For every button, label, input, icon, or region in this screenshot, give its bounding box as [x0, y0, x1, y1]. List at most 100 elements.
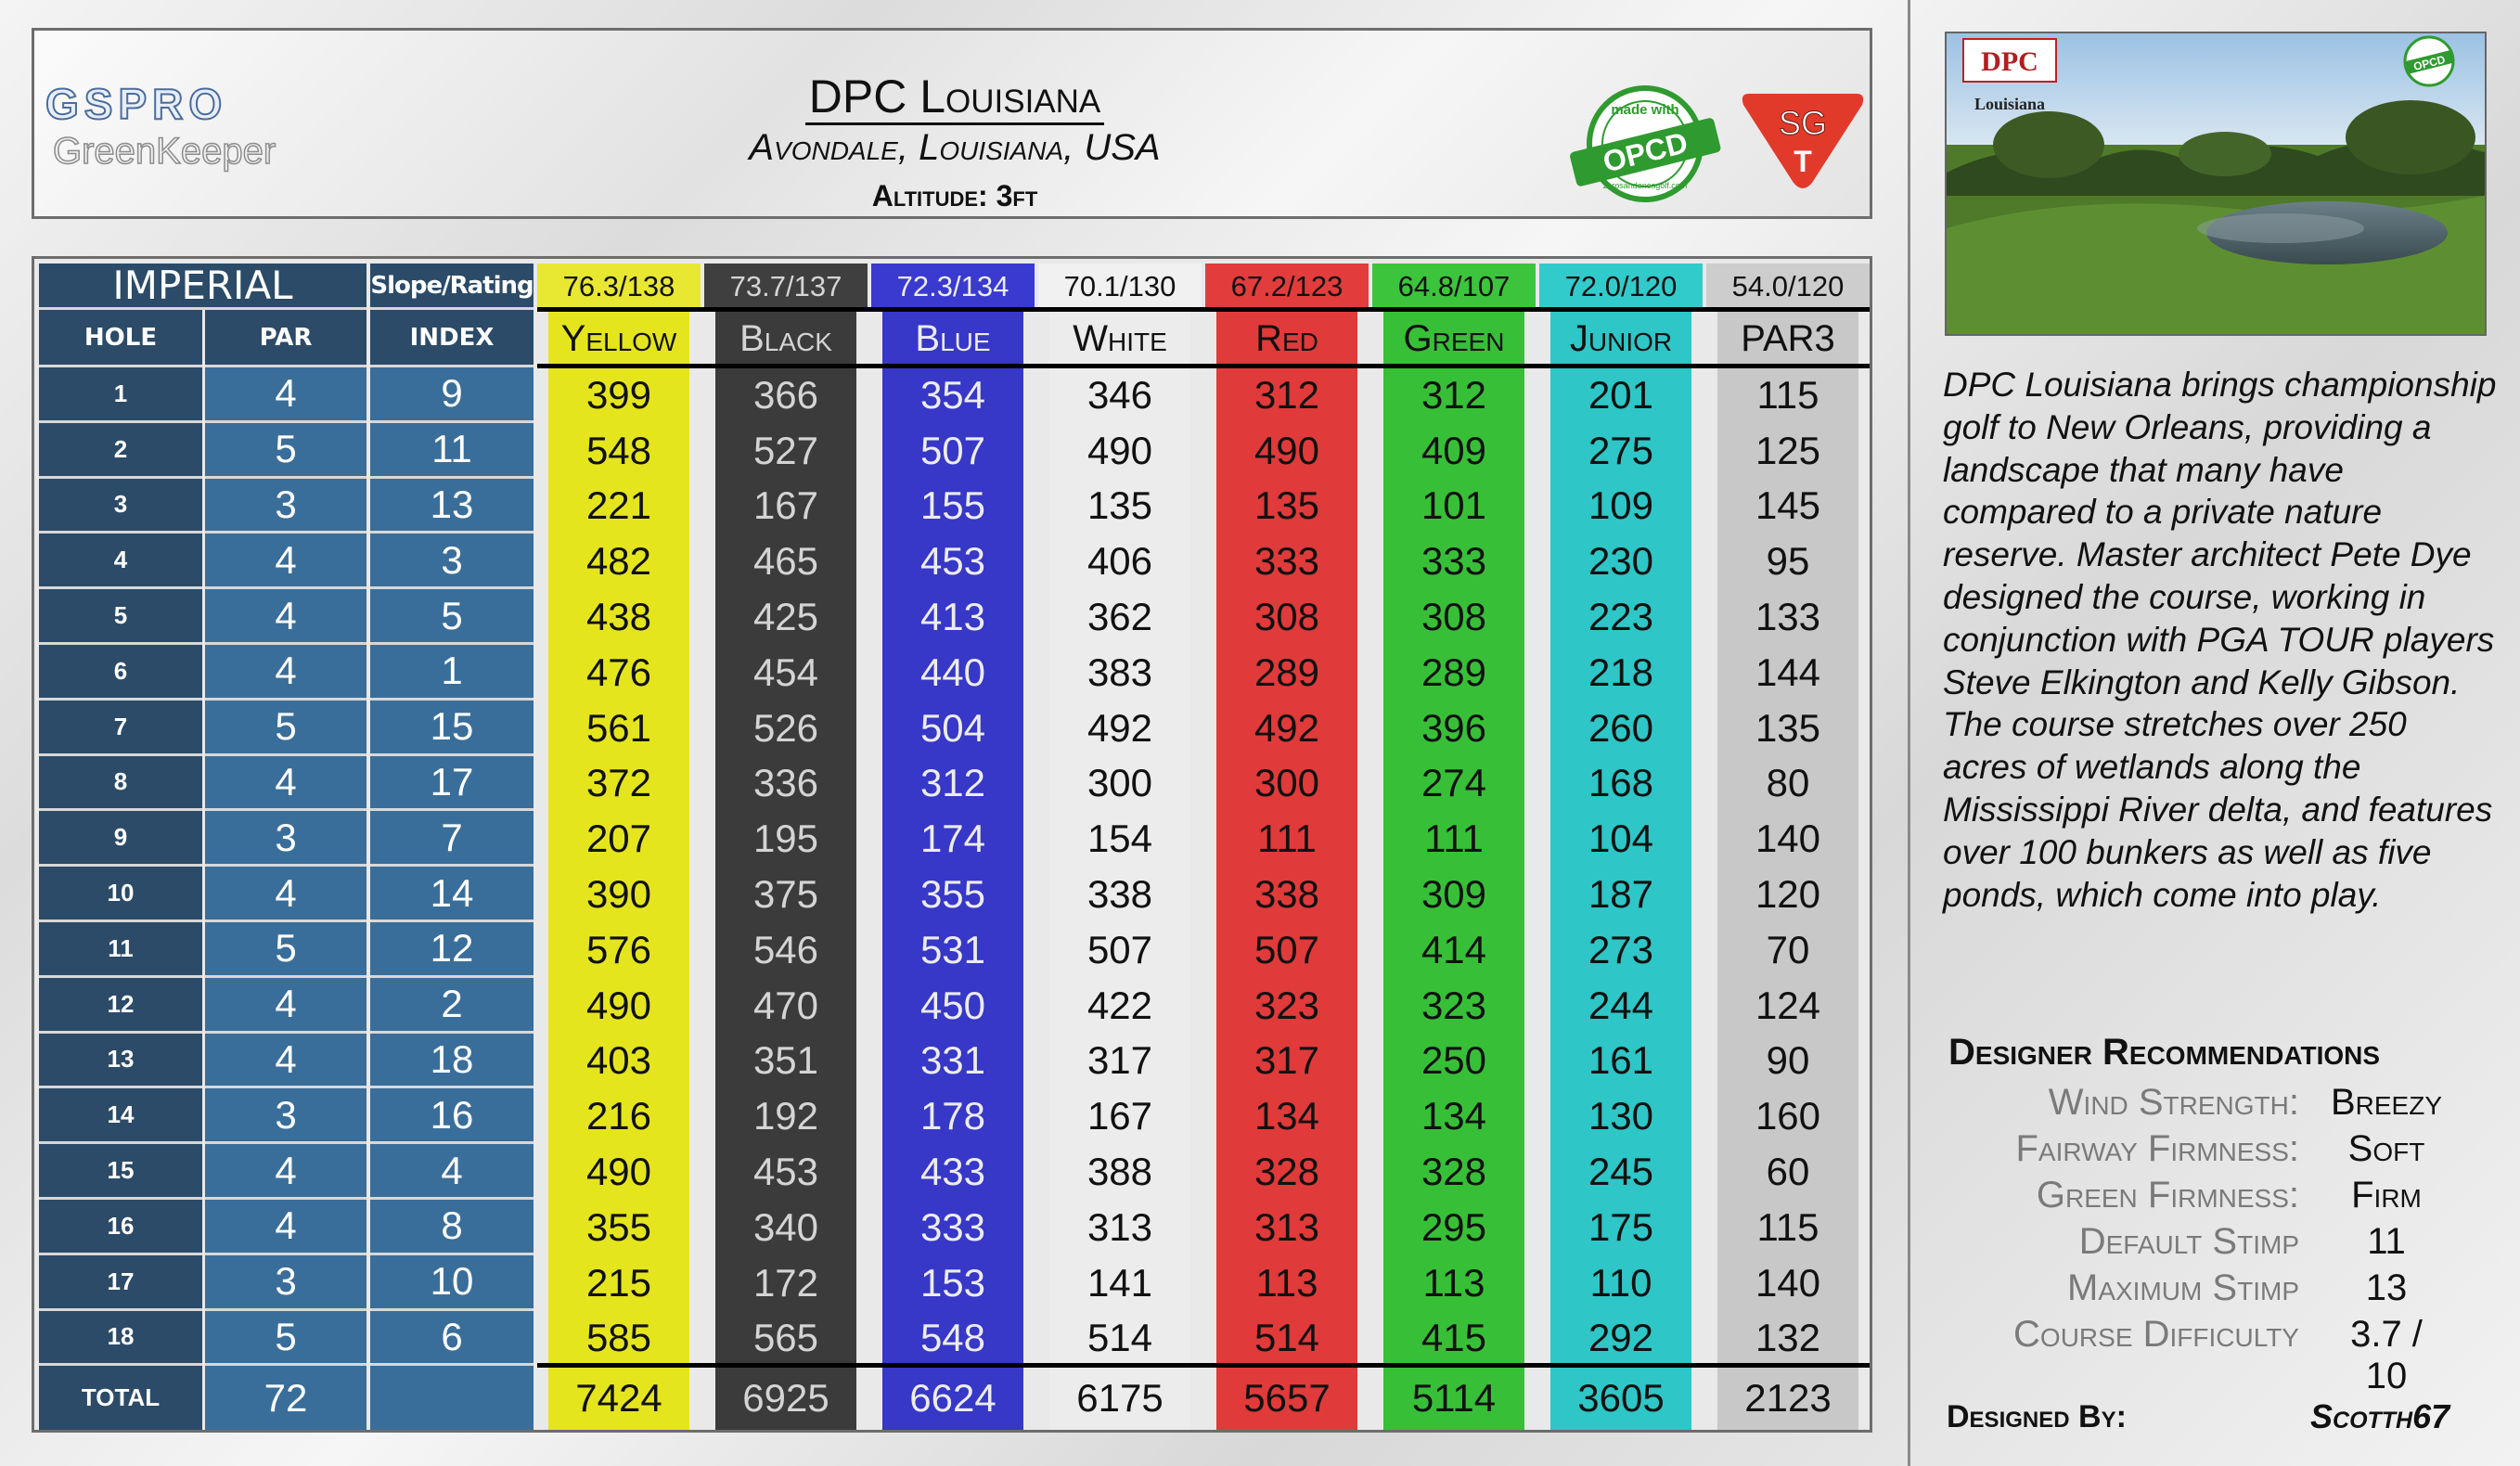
- tee-total: 5114: [1411, 1375, 1497, 1420]
- hole-number: 18: [39, 1310, 202, 1367]
- recommendation-label: Green Firmness:: [2036, 1175, 2299, 1215]
- image-logo-text: DPC: [1981, 46, 2038, 77]
- par-value: 4: [205, 867, 366, 922]
- tee-yardage: 433: [919, 1150, 986, 1194]
- tee-yardage: 531: [919, 927, 986, 971]
- unit-label: IMPERIAL: [39, 263, 366, 310]
- tee-column-red: [1216, 366, 1357, 1430]
- tee-yardage: 422: [1086, 983, 1153, 1027]
- hole-number: 2: [39, 422, 202, 479]
- tee-yardage: 312: [1254, 372, 1320, 417]
- tee-yardage: 134: [1421, 1094, 1487, 1138]
- tee-yardage: 346: [1086, 372, 1153, 417]
- tee-yardage: 167: [1086, 1094, 1153, 1138]
- tee-yardage: 125: [1755, 428, 1821, 472]
- tee-yardage: 514: [1086, 1316, 1153, 1360]
- tee-yardage: 192: [752, 1094, 819, 1138]
- tee-yardage: 141: [1086, 1260, 1153, 1305]
- tee-column-green: [1383, 366, 1524, 1430]
- tee-yardage: 372: [585, 761, 652, 805]
- hole-number: 4: [39, 534, 202, 590]
- index-value: 10: [370, 1254, 534, 1311]
- par-value: 3: [205, 478, 366, 534]
- tee-total: 5657: [1243, 1375, 1331, 1420]
- tee-column-par3: [1717, 366, 1858, 1430]
- col-index-header: INDEX: [370, 310, 534, 367]
- tee-yardage: 507: [1254, 927, 1320, 971]
- index-value: 16: [370, 1088, 534, 1145]
- index-value: 18: [370, 1033, 534, 1089]
- index-value: 8: [370, 1200, 534, 1255]
- tee-yardage: 338: [1086, 872, 1153, 917]
- image-logo-sub: Louisiana: [1974, 95, 2045, 113]
- tee-yardage: 396: [1421, 705, 1487, 750]
- tee-yardage: 289: [1254, 649, 1320, 694]
- tee-yardage: 355: [919, 872, 986, 917]
- hole-number: 17: [39, 1254, 202, 1311]
- recommendation-value: Soft: [2347, 1128, 2425, 1169]
- tee-name-green: Green: [1383, 310, 1524, 367]
- tee-yardage: 438: [585, 595, 652, 639]
- hole-number: 12: [39, 977, 202, 1034]
- tee-rating-white: 70.1/130: [1038, 264, 1202, 310]
- tee-yardage: 153: [919, 1260, 986, 1305]
- par-value: 4: [205, 1144, 366, 1200]
- sgt-top-text: SG: [1779, 104, 1827, 142]
- tee-yardage: 317: [1086, 1038, 1153, 1083]
- course-preview-image: DPC Louisiana OPCD: [1945, 32, 2487, 336]
- hole-number: 7: [39, 700, 202, 756]
- index-value: 15: [370, 700, 534, 756]
- tee-yardage: 351: [752, 1038, 819, 1083]
- tee-yardage: 60: [1766, 1150, 1810, 1194]
- index-value: 14: [370, 867, 534, 922]
- table-rule-2: [537, 1363, 1870, 1369]
- tee-yardage: 132: [1755, 1316, 1821, 1360]
- tee-yardage: 273: [1588, 927, 1654, 971]
- par-value: 4: [205, 1033, 366, 1089]
- tee-rating-red: 67.2/123: [1205, 264, 1369, 310]
- tee-yardage: 113: [1255, 1260, 1318, 1305]
- tee-column-black: [715, 366, 856, 1430]
- tee-yardage: 245: [1588, 1150, 1654, 1194]
- tee-yardage: 375: [752, 872, 819, 917]
- hole-number: 3: [39, 478, 202, 534]
- tee-name-blue: Blue: [882, 310, 1023, 367]
- panel-divider: [1908, 0, 1910, 1466]
- tee-total: 7424: [575, 1375, 662, 1420]
- tee-yardage: 135: [1755, 705, 1821, 750]
- tee-yardage: 331: [919, 1038, 986, 1083]
- tee-yardage: 482: [585, 539, 652, 584]
- tee-name-par3: PAR3: [1717, 310, 1858, 367]
- hole-number: 10: [39, 867, 202, 922]
- tee-yardage: 135: [1086, 483, 1153, 528]
- tee-yardage: 308: [1421, 595, 1487, 639]
- tee-yardage: 216: [585, 1094, 652, 1138]
- total-par: 72: [205, 1366, 366, 1430]
- tee-yardage: 167: [752, 483, 819, 528]
- par-value: 4: [205, 645, 366, 701]
- tee-yardage: 300: [1254, 761, 1320, 805]
- tee-yardage: 561: [585, 705, 652, 750]
- recommendation-label: Course Difficulty: [2013, 1314, 2299, 1355]
- tee-yardage: 155: [919, 483, 986, 528]
- tee-yardage: 90: [1766, 1038, 1810, 1083]
- tee-yardage: 548: [919, 1316, 986, 1360]
- par-value: 4: [205, 534, 366, 590]
- greenkeeper-logo: GreenKeeper: [52, 130, 276, 173]
- par-value: 5: [205, 700, 366, 756]
- tee-yardage: 174: [919, 817, 986, 861]
- tee-yardage: 323: [1421, 983, 1487, 1027]
- hole-number: 5: [39, 589, 202, 645]
- course-altitude: Altitude: 3ft: [871, 179, 1038, 212]
- tee-yardage: 454: [752, 649, 819, 694]
- tee-yardage: 403: [585, 1038, 652, 1083]
- tee-yardage: 390: [585, 872, 652, 917]
- tee-yardage: 336: [752, 761, 819, 805]
- tee-yardage: 140: [1755, 1260, 1821, 1305]
- tee-yardage: 312: [919, 761, 986, 805]
- recommendation-label: Default Stimp: [2078, 1221, 2299, 1262]
- par-value: 4: [205, 755, 366, 812]
- tee-total: 6624: [909, 1375, 996, 1420]
- tee-yardage: 223: [1588, 595, 1654, 639]
- tee-yardage: 113: [1422, 1260, 1485, 1305]
